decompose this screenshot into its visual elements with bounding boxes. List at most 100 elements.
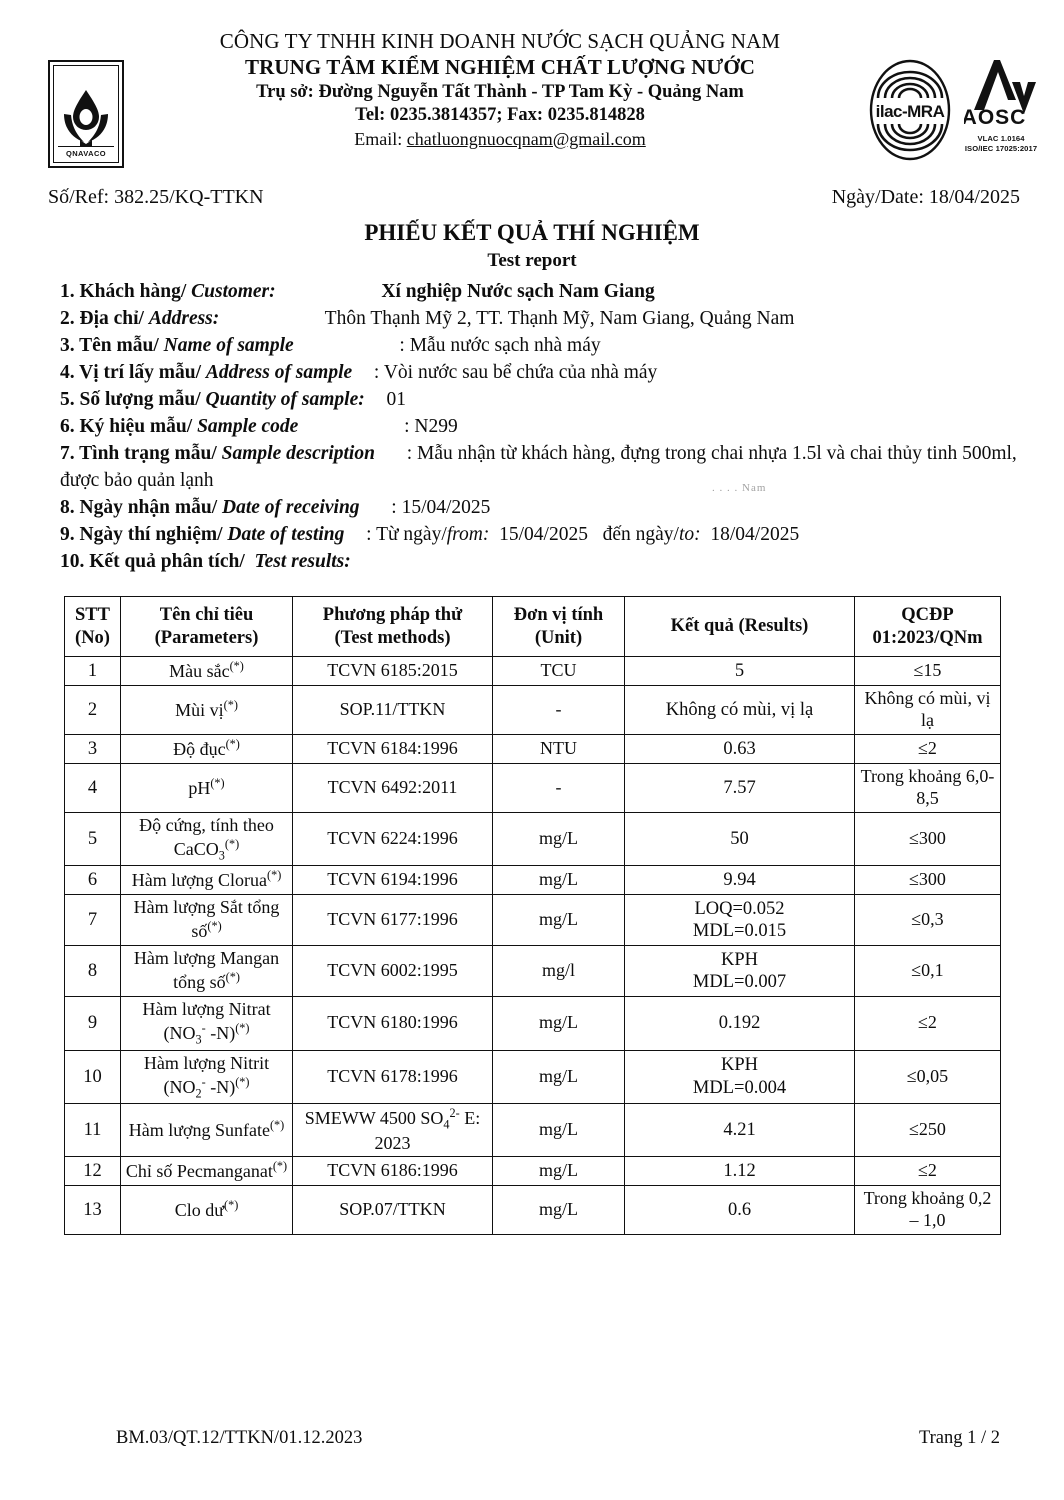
row-limit: ≤0,3 (854, 894, 1001, 947)
row-method: TCVN 6178:1996 (292, 1049, 493, 1105)
row-result: KPH MDL=0.007 (624, 945, 855, 998)
info-row-sample-code: 6. Ký hiệu mẫu/ Sample code : N299 (60, 413, 1020, 440)
sample-address-label-en: Address of sample (205, 362, 353, 383)
row-no: 3 (64, 733, 121, 764)
receiving-value: : 15/04/2025 (391, 497, 491, 518)
page-number: Trang 1 / 2 (918, 1428, 1000, 1448)
ref-label: Số/Ref: (48, 186, 110, 208)
col-header-methods: Phương pháp thử (Test methods) (292, 595, 493, 658)
row-limit: Trong khoảng 6,0-8,5 (854, 762, 1001, 813)
row-unit: mg/L (492, 1185, 625, 1236)
row-result: Không có mùi, vị lạ (624, 685, 855, 735)
document-header: QNAVACO CÔNG TY TNHH KINH DOANH NƯỚC SẠC… (0, 28, 1064, 178)
table-row: 11 Hàm lượng Sunfate(*) SMEWW 4500 SO42- E… (64, 1103, 1001, 1158)
address-value: Thôn Thạnh Mỹ 2, TT. Thạnh Mỹ, Nam Giang… (324, 308, 795, 329)
col-header-parameters: Tên chỉ tiêu (Parameters) (120, 595, 293, 658)
info-row-customer: 1. Khách hàng/ Customer: Xí nghiệp Nước … (60, 278, 1020, 305)
description-label-vi: 7. Tình trạng mẫu/ (60, 443, 217, 464)
info-row-quantity: 5. Số lượng mẫu/ Quantity of sample: 01 (60, 386, 1020, 413)
row-method: TCVN 6184:1996 (292, 733, 493, 764)
quantity-label-en: Quantity of sample: (205, 389, 365, 410)
row-method: TCVN 6224:1996 (292, 811, 493, 867)
row-result: 4.21 (624, 1103, 855, 1158)
table-row: 4 pH(*) TCVN 6492:2011-7.57 Trong khoảng 6,… (64, 762, 1001, 813)
sample-address-label-vi: 4. Vị trí lấy mẫu/ (60, 362, 202, 383)
row-result: 0.6 (624, 1185, 855, 1236)
row-result: 50 (624, 811, 855, 867)
row-method: TCVN 6177:1996 (292, 894, 493, 947)
page-title: PHIẾU KẾT QUẢ THÍ NGHIỆM (364, 220, 700, 245)
row-result: LOQ=0.052 MDL=0.015 (624, 894, 855, 947)
row-limit: ≤0,1 (854, 945, 1001, 998)
sample-address-value: : Vòi nước sau bể chứa của nhà máy (373, 362, 658, 383)
row-method: SOP.07/TTKN (292, 1185, 493, 1236)
sample-name-value: : Mẫu nước sạch nhà máy (399, 335, 601, 356)
row-parameter: Độ đục(*) (120, 733, 293, 764)
row-result: KPH MDL=0.004 (624, 1049, 855, 1105)
report-date: Ngày/Date: 18/04/2025 (832, 186, 1020, 209)
row-no: 5 (64, 811, 121, 867)
table-row: 7 Hàm lượng Sắt tổng số(*) TCVN 6177:1996 m… (64, 894, 1001, 947)
row-result: 9.94 (624, 865, 855, 896)
form-code: BM.03/QT.12/TTKN/01.12.2023 (116, 1428, 363, 1448)
receiving-label-vi: 8. Ngày nhận mẫu/ (60, 497, 218, 518)
row-method: TCVN 6186:1996 (292, 1156, 493, 1187)
row-parameter: Chỉ số Pecmanganat(*) (120, 1156, 293, 1187)
row-no: 12 (64, 1156, 121, 1187)
water-drop-hands-icon (64, 90, 108, 146)
row-limit: Trong khoảng 0,2 – 1,0 (854, 1185, 1001, 1236)
row-parameter: Hàm lượng Sắt tổng số(*) (120, 894, 293, 947)
row-method: TCVN 6194:1996 (292, 865, 493, 896)
row-method: SMEWW 4500 SO42- E: 2023 (292, 1103, 493, 1158)
table-row: 10 Hàm lượng Nitrit (NO2- -N)(*) TCVN 6178… (64, 1049, 1001, 1105)
row-unit: - (492, 685, 625, 735)
sample-info-block: 1. Khách hàng/ Customer: Xí nghiệp Nước … (60, 278, 1020, 575)
row-method: TCVN 6180:1996 (292, 996, 493, 1051)
customer-label-vi: 1. Khách hàng/ (60, 281, 187, 302)
row-parameter: Hàm lượng Nitrit (NO2- -N)(*) (120, 1049, 293, 1105)
description-value: : Mẫu nhận từ khách hàng, đựng trong cha… (60, 443, 1017, 491)
quantity-value: 01 (386, 389, 407, 410)
row-unit: mg/L (492, 865, 625, 896)
aosc-mark-icon: AOSC (962, 60, 1036, 129)
row-no: 11 (64, 1103, 121, 1158)
testing-to-label-en: to: (678, 524, 701, 545)
row-unit: mg/L (492, 894, 625, 947)
aosc-logo: AOSC VLAC 1.0164 ISO/IEC 17025:2017 (962, 56, 1038, 155)
col-header-results: Kết quả (Results) (624, 595, 855, 658)
testing-from-label: : Từ ngày/ (366, 524, 447, 545)
row-method: TCVN 6492:2011 (292, 762, 493, 813)
col-header-no: STT (No) (64, 595, 121, 658)
row-parameter: Hàm lượng Mangan tổng số(*) (120, 945, 293, 998)
info-row-sample-name: 3. Tên mẫu/ Name of sample : Mẫu nước sạ… (60, 332, 1020, 359)
sample-name-label-vi: 3. Tên mẫu/ (60, 335, 159, 356)
info-row-sample-address: 4. Vị trí lấy mẫu/ Address of sample : V… (60, 359, 1020, 386)
row-limit: ≤300 (854, 865, 1001, 896)
row-no: 1 (64, 656, 121, 687)
document-footer: BM.03/QT.12/TTKN/01.12.2023 Trang 1 / 2 (0, 1428, 1064, 1456)
test-results-table: STT (No) Tên chỉ tiêu (Parameters) Phươn… (64, 595, 1001, 1236)
table-row: 6 Hàm lượng Clorua(*) TCVN 6194:1996 mg/L 9.… (64, 865, 1001, 896)
organization-block: CÔNG TY TNHH KINH DOANH NƯỚC SẠCH QUẢNG … (140, 28, 860, 150)
info-row-testing-date: 9. Ngày thí nghiệm/ Date of testing : Từ… (60, 521, 1020, 548)
row-limit: ≤250 (854, 1103, 1001, 1158)
ilac-mra-icon: ilac-MRA (869, 59, 951, 161)
testing-to-date: 18/04/2025 (710, 524, 800, 545)
col-header-limit: QCĐP 01:2023/QNm (854, 595, 1001, 658)
qnavaco-wordmark: QNAVACO (57, 146, 115, 158)
row-no: 4 (64, 762, 121, 813)
center-name: TRUNG TÂM KIỂM NGHIỆM CHẤT LƯỢNG NƯỚC (244, 55, 756, 80)
row-method: TCVN 6002:1995 (292, 945, 493, 998)
results-label-en: Test results: (254, 551, 351, 572)
table-row: 9 Hàm lượng Nitrat (NO3- -N)(*) TCVN 6180:… (64, 996, 1001, 1051)
row-unit: mg/L (492, 1156, 625, 1187)
testing-label-vi: 9. Ngày thí nghiệm/ (60, 524, 223, 545)
table-body: 1 Màu sắc(*) TCVN 6185:2015 TCU 5 ≤15 2 Mùi vị(… (64, 656, 1001, 1236)
row-parameter: Hàm lượng Nitrat (NO3- -N)(*) (120, 996, 293, 1051)
results-label-vi: 10. Kết quả phân tích/ (60, 551, 245, 572)
row-no: 13 (64, 1185, 121, 1236)
row-limit: ≤0,05 (854, 1049, 1001, 1105)
row-unit: mg/L (492, 1049, 625, 1105)
info-row-results-heading: 10. Kết quả phân tích/ Test results: (60, 548, 1020, 575)
page-subtitle: Test report (487, 250, 577, 271)
